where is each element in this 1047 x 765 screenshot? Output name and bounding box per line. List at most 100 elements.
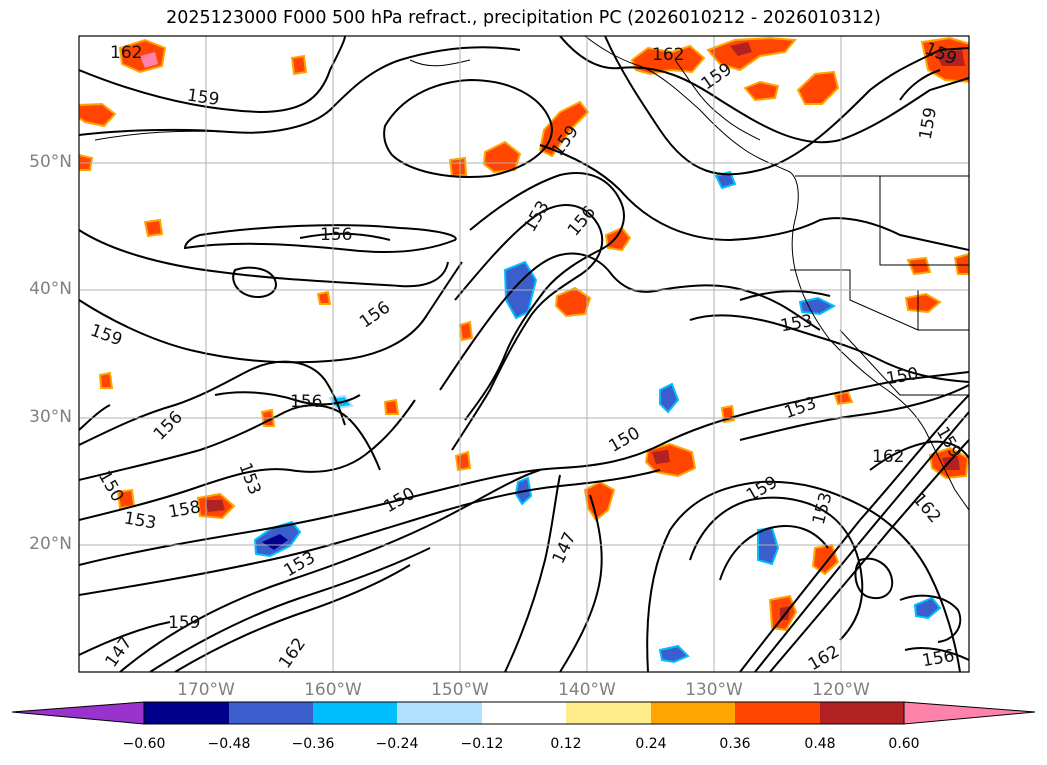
map-frame (78, 35, 970, 673)
contour-line (559, 36, 969, 144)
contour-label: 162 (805, 642, 843, 676)
precip-blob (316, 290, 332, 305)
precip-blob (98, 371, 114, 389)
contour-line (539, 144, 969, 251)
precip-blob (942, 456, 960, 470)
colorbar-tick-label: −0.60 (122, 736, 166, 752)
colorbar-extend-high (903, 701, 1036, 725)
contour-label: 156 (356, 298, 394, 333)
contour-line (79, 404, 111, 431)
colorbar-frame (143, 701, 905, 725)
contour-label: 156 (290, 392, 322, 412)
contour-line (79, 399, 416, 521)
chart-title: 2025123000 F000 500 hPa refract., precip… (166, 8, 881, 28)
contour-line (79, 229, 449, 288)
colorbar-segment (144, 702, 229, 724)
precip-blob (652, 450, 670, 464)
lon-label: 170°W (177, 680, 235, 700)
precip-blob (140, 52, 158, 68)
contour-line (79, 261, 463, 364)
contour-line (869, 440, 969, 471)
colorbar-extend-low (11, 701, 145, 725)
contour-line (719, 525, 829, 581)
contour-line (904, 647, 969, 661)
contour-label: 156 (320, 225, 352, 245)
contour-label: 159 (186, 86, 221, 110)
contour-line (214, 391, 361, 406)
contour-label: 162 (275, 634, 310, 672)
precip-blob (953, 252, 969, 275)
precip-blob (554, 286, 592, 318)
contour-label: 156 (564, 202, 600, 240)
contour-label: 147 (549, 529, 581, 567)
colorbar-segment (482, 702, 566, 724)
precip-blob (904, 292, 942, 314)
colorbar-tick-label: 0.60 (888, 736, 920, 752)
contour-label: 156 (150, 407, 187, 444)
colorbar-tick-label: 0.48 (804, 736, 836, 752)
lon-label: 150°W (431, 680, 489, 700)
precip-blob (706, 36, 798, 72)
precip-blob (383, 398, 400, 415)
precip-blob (935, 50, 965, 66)
precip-blob (454, 450, 472, 472)
contour-label: 156 (921, 646, 956, 671)
contour-line (739, 384, 969, 441)
contour-label: 153 (809, 490, 837, 527)
colorbar-segment (397, 702, 482, 724)
contour-line (899, 69, 941, 101)
precip-blob (262, 534, 288, 550)
contour-line (739, 394, 969, 672)
contour-line (754, 411, 969, 672)
contour-line (646, 480, 961, 672)
contour-label: 159 (168, 613, 200, 633)
contour-label: 150 (381, 484, 419, 518)
contour-label: 162 (872, 447, 904, 467)
precip-blob (913, 596, 942, 620)
contour-line (232, 266, 277, 298)
contour-label: 153 (235, 460, 265, 497)
coastline (674, 59, 761, 141)
contour-line (79, 46, 521, 136)
colorbar-tick-label: 0.24 (635, 736, 667, 752)
precip-blob (796, 70, 840, 105)
contour-line (149, 547, 431, 672)
lat-label: 30°N (29, 407, 72, 427)
colorbar-segment (566, 702, 651, 724)
contour-label: 153 (122, 508, 157, 533)
contour-line (559, 494, 603, 672)
colorbar-tick-label: 0.12 (550, 736, 582, 752)
contour-label: 153 (782, 393, 819, 423)
colorbar-tick-label: −0.24 (375, 736, 419, 752)
precip-blob (730, 42, 752, 56)
contour-line (79, 371, 969, 566)
precip-blob (833, 390, 854, 406)
contour-line (739, 290, 831, 301)
precip-blob (659, 382, 680, 414)
precip-blob (583, 480, 616, 522)
precipitation-shading (79, 36, 969, 664)
contour-label: 153 (779, 311, 814, 336)
contour-line (299, 232, 391, 241)
coastline (409, 59, 471, 67)
lon-label: 160°W (304, 680, 362, 700)
gridlines (79, 36, 969, 672)
contour-label: 158 (167, 497, 202, 522)
precip-blob (290, 54, 308, 76)
precip-blob (482, 140, 522, 174)
coastline (94, 130, 226, 141)
precip-blob (811, 543, 840, 576)
lon-label: 120°W (812, 680, 870, 700)
precip-blob (604, 226, 632, 252)
contour-label: 159 (916, 106, 941, 141)
precip-blob (658, 644, 690, 664)
contour-label: 153 (520, 198, 554, 236)
precip-blob (79, 102, 117, 128)
precip-blob (743, 80, 780, 102)
lat-label: 40°N (29, 279, 72, 299)
contour-line (79, 621, 171, 656)
contour-line (383, 78, 553, 179)
border-line (839, 329, 969, 396)
colorbar-tick-label: 0.36 (719, 736, 751, 752)
